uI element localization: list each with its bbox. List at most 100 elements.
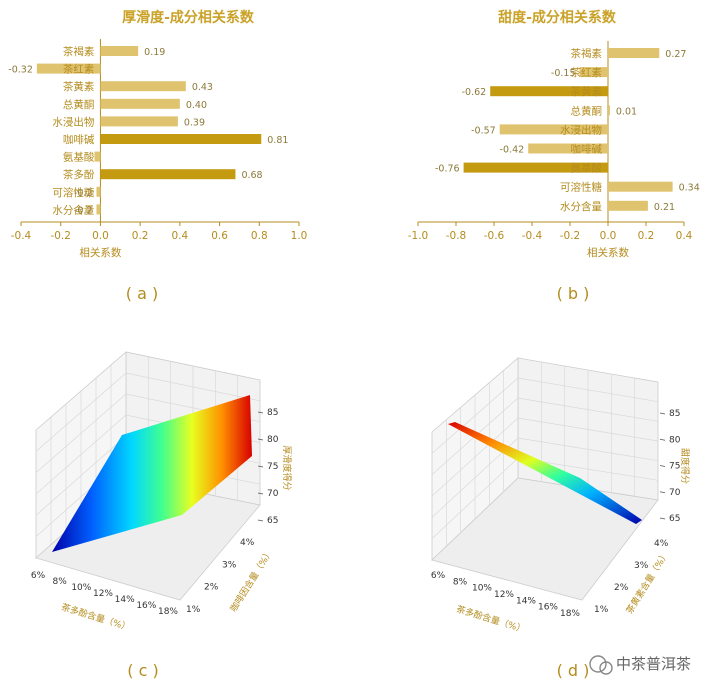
value-label: 0.81 (267, 135, 288, 146)
category-label: 氨基酸 (63, 151, 95, 164)
category-label: 茶多酚 (63, 168, 95, 181)
x-tick-label: 10% (472, 584, 492, 594)
z-tick-mark (659, 517, 666, 520)
x-tick-label: 6% (31, 571, 46, 581)
chart-title: 甜度-成分相关系数 (498, 9, 617, 26)
z-tick-mark (659, 438, 666, 441)
value-label: -0.62 (462, 87, 487, 98)
y-tick-label: 1% (594, 605, 609, 615)
x-axis-label: 茶多酚含量（%） (455, 603, 527, 635)
category-label: 总黄酮 (63, 98, 95, 111)
category-label: 茶褐素 (63, 45, 95, 58)
x-tick-label: -0.2 (560, 230, 581, 242)
x-tick-label: 8% (453, 577, 468, 587)
panel-label: ( a ) (126, 284, 158, 303)
z-tick-mark (257, 465, 264, 468)
category-label: 可溶性糖 (52, 186, 94, 199)
value-label: -0.42 (500, 145, 525, 156)
z-tick-label: 75 (669, 462, 680, 472)
x-tick-label: 0.4 (172, 230, 189, 242)
x-tick-label: 14% (115, 595, 135, 605)
category-label: 茶红素 (571, 66, 603, 79)
y-axis-label: 茶黄素含量（%） (623, 549, 671, 616)
surface (52, 395, 252, 552)
bar (490, 86, 608, 97)
bar (608, 105, 610, 116)
category-label: 氨基酸 (571, 162, 603, 175)
z-tick-label: 65 (267, 516, 278, 526)
x-tick-label: 8% (53, 577, 68, 587)
bar (100, 81, 186, 92)
surface (448, 422, 642, 524)
z-tick-mark (659, 491, 666, 494)
category-label: 茶黄素 (571, 85, 603, 98)
x-tick-label: -0.2 (50, 230, 71, 242)
z-axis-label: 甜度得分 (679, 448, 691, 484)
category-label: 茶红素 (63, 63, 95, 76)
y-tick-label: 2% (204, 583, 219, 593)
value-label: 0.43 (192, 82, 213, 93)
z-tick-label: 75 (267, 462, 278, 472)
category-label: 咖啡碱 (571, 144, 603, 156)
bar (608, 200, 648, 211)
y-tick-label: 3% (634, 561, 649, 571)
bar (608, 48, 660, 58)
z-tick-label: 65 (669, 514, 680, 524)
x-tick-label: 6% (431, 571, 446, 581)
z-tick-label: 85 (267, 408, 278, 418)
x-tick-label: 12% (494, 590, 514, 600)
z-tick-mark (659, 412, 666, 415)
value-label: -0.76 (435, 164, 460, 175)
x-tick-label: 0.8 (251, 230, 268, 242)
wechat-logo-icon (589, 655, 607, 673)
z-tick-mark (257, 438, 264, 441)
x-tick-label: 12% (93, 589, 113, 599)
bar (100, 98, 180, 109)
value-label: 0.27 (665, 49, 686, 60)
bar (96, 204, 101, 215)
bar (96, 186, 101, 197)
z-tick-mark (257, 519, 264, 522)
value-label: 0.01 (616, 106, 637, 117)
category-label: 咖啡碱 (63, 134, 95, 146)
x-axis-label: 相关系数 (79, 246, 121, 259)
z-tick-label: 85 (669, 409, 680, 419)
x-axis-label: 相关系数 (587, 246, 629, 259)
x-tick-label: -0.8 (446, 230, 467, 242)
bar (608, 181, 673, 192)
z-tick-mark (257, 411, 264, 414)
bar (463, 162, 608, 173)
y-tick-label: 2% (614, 583, 629, 593)
z-tick-mark (257, 492, 264, 495)
panel-label: ( b ) (557, 284, 590, 303)
y-tick-label: 3% (222, 560, 237, 570)
x-tick-label: 0.2 (638, 230, 655, 242)
bar (100, 169, 236, 180)
value-label: 0.21 (654, 202, 675, 213)
watermark: 中茶普洱茶 (589, 655, 691, 675)
y-tick-label: 4% (240, 538, 255, 548)
value-label: 0.39 (184, 117, 205, 128)
bar (579, 67, 608, 78)
category-label: 茶褐素 (571, 47, 603, 60)
z-axis-label: 厚滑度得分 (281, 445, 293, 490)
x-tick-label: 0.6 (211, 230, 228, 242)
x-tick-label: 16% (538, 603, 558, 613)
x-tick-label: 14% (516, 596, 536, 606)
bar (528, 143, 608, 154)
z-tick-label: 70 (669, 488, 681, 498)
bar (36, 63, 101, 74)
x-axis-label: 茶多酚含量（%） (60, 601, 132, 633)
category-label: 水分含量 (52, 203, 94, 216)
value-label: -0.2 (74, 188, 93, 199)
x-tick-label: 10% (71, 583, 91, 593)
z-tick-label: 70 (267, 489, 279, 499)
value-label: -0.2 (74, 205, 93, 216)
z-tick-label: 80 (267, 435, 279, 445)
y-axis-label: 咖啡因含量（%） (227, 547, 275, 614)
panel-label: ( d ) (557, 661, 590, 680)
category-label: 可溶性糖 (560, 181, 602, 194)
value-label: 0.34 (679, 183, 700, 194)
